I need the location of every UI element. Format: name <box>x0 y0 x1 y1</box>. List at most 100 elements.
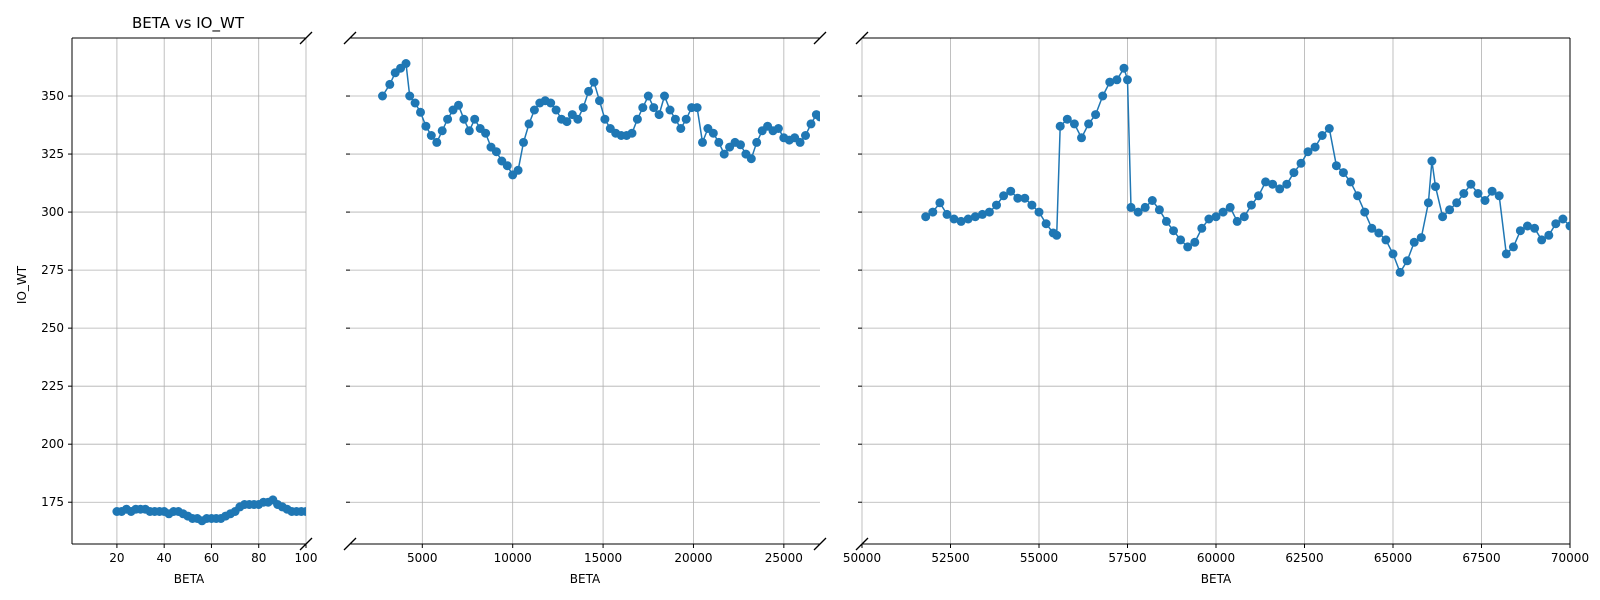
data-point <box>464 126 474 136</box>
data-point <box>1381 235 1391 245</box>
data-point <box>795 137 805 147</box>
series-line <box>925 66 1570 275</box>
data-point <box>1296 158 1306 168</box>
data-point <box>719 149 729 159</box>
data-point <box>1395 267 1405 277</box>
data-point <box>746 154 756 164</box>
data-point <box>454 100 463 110</box>
data-point <box>1331 161 1341 171</box>
data-point <box>654 110 664 120</box>
data-point <box>401 59 411 68</box>
data-point <box>1119 63 1129 73</box>
data-point <box>1069 119 1079 129</box>
x-tick-label: 67500 <box>1462 551 1500 565</box>
data-point <box>1360 207 1370 217</box>
data-point <box>801 131 810 140</box>
series-group <box>378 59 820 180</box>
data-point <box>815 112 820 122</box>
data-point <box>437 126 447 136</box>
data-point <box>573 114 583 124</box>
data-point <box>1147 196 1157 205</box>
data-point <box>643 91 653 101</box>
axis-break-mark <box>855 537 869 551</box>
y-axis-label: IO_WT <box>15 265 29 304</box>
data-point <box>660 91 669 101</box>
data-point <box>942 209 952 219</box>
panel-3: 50000 52500 55000 57500 60000 62500 65000 67500… <box>843 31 1589 586</box>
data-point <box>1452 198 1462 208</box>
data-point <box>1346 177 1355 187</box>
x-tick-label: 40 <box>157 551 172 565</box>
x-tick-label: 50000 <box>843 551 881 565</box>
x-tick-label: 100 <box>295 551 318 565</box>
data-point <box>665 105 675 115</box>
x-tick-label: 65000 <box>1374 551 1412 565</box>
data-point <box>1041 219 1051 229</box>
data-point <box>963 214 973 224</box>
axis-break-mark <box>343 31 357 45</box>
data-point <box>1062 114 1072 124</box>
data-point <box>977 209 987 219</box>
data-point <box>562 117 572 127</box>
data-point <box>385 79 395 89</box>
x-tick-label: 60 <box>204 551 219 565</box>
data-point <box>443 114 453 124</box>
data-point <box>1225 202 1235 212</box>
data-point <box>1183 242 1193 252</box>
data-point <box>698 137 707 147</box>
data-point <box>529 105 539 115</box>
data-point <box>584 86 594 96</box>
data-point <box>752 137 762 147</box>
data-point <box>1515 226 1525 236</box>
data-point <box>1402 256 1412 266</box>
x-tick-label: 70000 <box>1551 551 1589 565</box>
data-point <box>1303 147 1313 157</box>
data-point <box>1409 237 1419 247</box>
x-tick-label: 57500 <box>1108 551 1146 565</box>
data-point <box>491 147 501 157</box>
y-tick-label: 250 <box>41 321 64 335</box>
data-point <box>1353 191 1363 201</box>
data-point <box>1487 186 1497 196</box>
x-axis-label: BETA <box>570 572 601 586</box>
data-point <box>1034 207 1044 217</box>
data-point <box>956 216 966 226</box>
data-point <box>1466 179 1476 189</box>
data-point <box>1523 221 1532 231</box>
data-point <box>1317 131 1327 140</box>
data-point <box>1140 202 1150 212</box>
data-point <box>1501 249 1511 259</box>
y-tick-label: 175 <box>41 495 64 509</box>
data-point <box>1204 214 1214 224</box>
chart-title: BETA vs IO_WT <box>132 14 245 33</box>
data-point <box>1275 184 1285 194</box>
y-tick-label: 200 <box>41 437 64 451</box>
data-point <box>1338 168 1348 178</box>
data-point <box>1374 228 1384 238</box>
data-point <box>949 214 959 224</box>
data-point <box>1431 182 1440 192</box>
data-point <box>1427 156 1437 166</box>
y-tick-label: 325 <box>41 147 64 161</box>
data-point <box>1268 179 1278 189</box>
data-point <box>416 107 425 117</box>
axis-break-mark <box>299 537 313 551</box>
data-point <box>1282 179 1292 189</box>
data-point <box>992 200 1001 210</box>
data-point <box>1161 216 1171 226</box>
data-point <box>524 119 534 129</box>
data-point <box>405 91 415 101</box>
data-point <box>1544 230 1554 240</box>
data-point <box>1218 207 1228 217</box>
data-point <box>459 114 469 124</box>
data-point <box>1551 219 1561 229</box>
x-tick-label: 60000 <box>1197 551 1235 565</box>
data-point <box>970 212 980 222</box>
data-point <box>999 191 1009 201</box>
data-point <box>1169 226 1178 236</box>
x-tick-label: 62500 <box>1285 551 1323 565</box>
data-point <box>1416 233 1426 243</box>
data-point <box>1459 189 1469 198</box>
x-tick-label: 80 <box>251 551 266 565</box>
